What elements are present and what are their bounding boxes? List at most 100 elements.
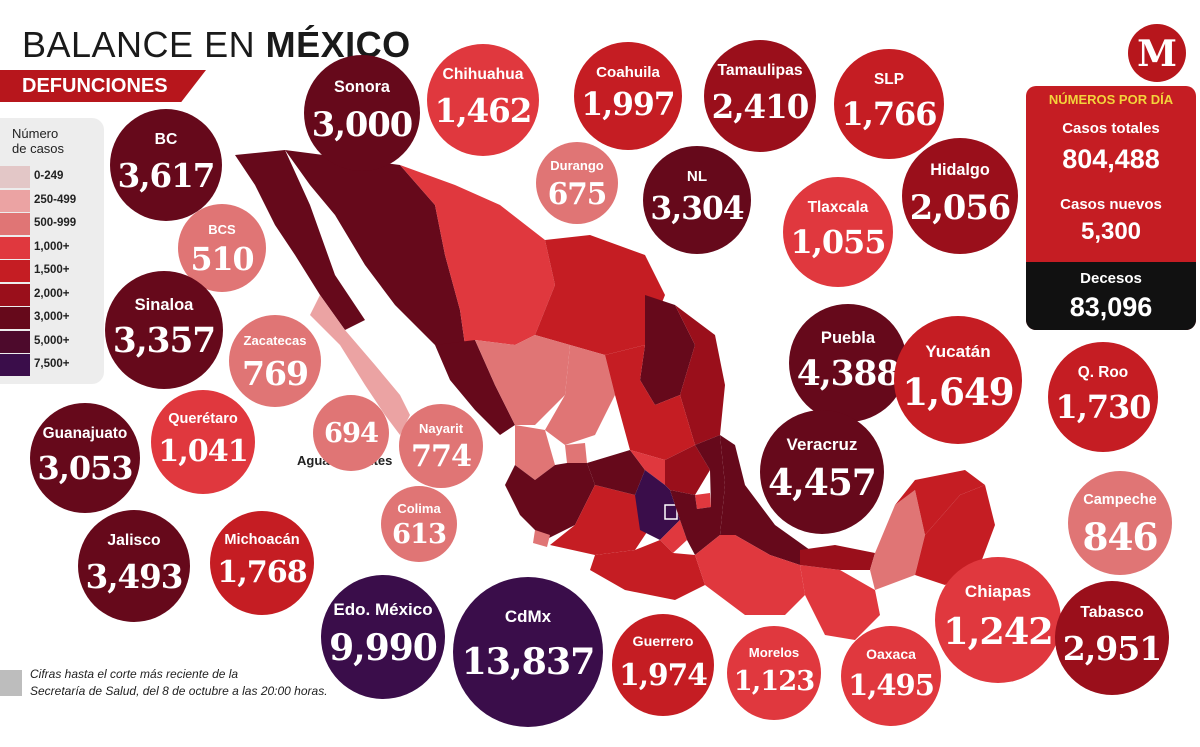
state-value: 2,951 — [1062, 628, 1163, 668]
state-name: Nayarit — [418, 420, 464, 436]
map-state-sinaloa — [435, 340, 515, 435]
state-name: Chihuahua — [442, 66, 524, 84]
map-state-cdmx — [664, 504, 678, 520]
map-state-coahuila — [535, 235, 665, 355]
state-value: 846 — [1082, 514, 1158, 559]
legend-item: 3,000+ — [0, 307, 104, 329]
state-name: Puebla — [820, 327, 876, 347]
state-name: Sonora — [334, 78, 390, 97]
state-value: 1,730 — [1055, 388, 1152, 427]
milenio-logo: M — [1128, 24, 1186, 82]
state-bubble: Chiapas 1,242 — [935, 557, 1061, 683]
map-state-michoacan — [550, 485, 655, 555]
state-bubble: Hidalgo 2,056 — [902, 138, 1018, 254]
state-name: Durango — [550, 158, 604, 174]
new-cases-value: 5,300 — [1080, 218, 1142, 245]
legend-label: 5,000+ — [34, 334, 70, 347]
state-bubble: Jalisco 3,493 — [78, 510, 190, 622]
footnote: Cifras hasta el corte más reciente de la… — [30, 666, 328, 700]
deaths-panel: Decesos 83,096 — [1026, 262, 1196, 330]
deaths-label: Decesos — [1080, 270, 1142, 287]
map-state-colima — [533, 530, 550, 547]
legend-swatch — [0, 236, 30, 259]
legend-label: 0-249 — [34, 170, 64, 182]
legend-label: 7,500+ — [34, 358, 70, 370]
map-state-guanajuato — [587, 450, 645, 495]
legend-swatch — [0, 189, 30, 212]
legend-item: 2,000+ — [0, 283, 104, 306]
state-bubble: Nayarit 774 — [399, 404, 483, 488]
state-name: CdMx — [504, 607, 552, 626]
legend-item: 250-499 — [0, 189, 104, 212]
state-name: Colima — [397, 501, 441, 517]
state-value: 4,457 — [768, 462, 877, 505]
state-name: Oaxaca — [866, 646, 916, 662]
map-state-slp — [605, 345, 695, 460]
legend-label: 1,500+ — [34, 264, 70, 276]
state-name: BCS — [208, 221, 236, 237]
state-value: 613 — [391, 517, 447, 550]
legend-label: 1,000+ — [34, 240, 70, 253]
state-value: 3,304 — [650, 191, 744, 228]
state-bubble: Morelos 1,123 — [727, 626, 821, 720]
state-name: Edo. México — [333, 599, 433, 619]
state-name: Campeche — [1083, 491, 1157, 508]
map-state-tamaulipas — [675, 305, 725, 445]
state-value: 1,495 — [848, 668, 935, 702]
daily-stats-box: NÚMEROS POR DÍA Casos totales 804,488 Ca… — [1026, 86, 1196, 330]
legend-label: 2,000+ — [34, 287, 70, 300]
state-value: 3,493 — [85, 557, 184, 597]
state-value: 1,055 — [790, 223, 887, 262]
state-name: Zacatecas — [243, 333, 307, 349]
state-bubble: Puebla 4,388 — [789, 304, 907, 422]
legend-swatch — [0, 213, 30, 235]
map-state-tlaxcala — [695, 493, 711, 509]
state-value: 1,768 — [217, 554, 308, 590]
footnote-line2: Secretaría de Salud, del 8 de octubre a … — [30, 684, 328, 698]
state-bubble: Tamaulipas 2,410 — [704, 40, 816, 152]
map-state-zacatecas — [545, 345, 615, 445]
state-name: Hidalgo — [930, 161, 990, 180]
map-state-guerrero — [590, 540, 705, 600]
map-state-edomex — [635, 470, 680, 540]
legend-item: 0-249 — [0, 166, 104, 188]
map-state-chiapas — [800, 565, 880, 640]
state-bubble: BC 3,617 — [110, 109, 222, 221]
state-value: 4,388 — [796, 353, 900, 394]
legend-label: 3,000+ — [34, 311, 70, 323]
map-state-queretaro — [630, 450, 665, 485]
legend-item: 7,500+ — [0, 354, 104, 376]
map-state-morelos — [660, 520, 687, 553]
state-name: Jalisco — [107, 532, 161, 550]
map-state-bcs — [310, 295, 410, 435]
state-value: 675 — [547, 176, 608, 212]
state-bubble: Zacatecas 769 — [229, 315, 321, 407]
state-value: 3,617 — [117, 156, 216, 196]
new-cases-label: Casos nuevos — [1060, 196, 1162, 213]
legend-item: 500-999 — [0, 213, 104, 235]
legend-label: 500-999 — [34, 217, 77, 229]
legend-label: 250-499 — [34, 193, 77, 206]
subtitle-banner: DEFUNCIONES — [0, 70, 206, 102]
state-value: 1,649 — [902, 369, 1014, 414]
state-bubble: Michoacán 1,768 — [210, 511, 314, 615]
state-value: 1,123 — [733, 665, 815, 698]
map-state-yucatan — [895, 470, 985, 535]
state-bubble: Yucatán 1,649 — [894, 316, 1022, 444]
logo-letter: M — [1137, 33, 1177, 75]
state-value: 9,990 — [329, 627, 438, 670]
map-state-oaxaca — [695, 535, 805, 615]
state-name: NL — [686, 167, 708, 185]
note-marker — [0, 670, 22, 696]
state-value: 2,410 — [711, 87, 810, 127]
state-value: 3,053 — [37, 449, 134, 488]
legend-swatch — [0, 283, 30, 306]
state-name: Q. Roo — [1077, 364, 1129, 381]
state-bubble: Q. Roo 1,730 — [1048, 342, 1158, 452]
map-state-tabasco — [800, 545, 875, 570]
map-state-veracruz — [720, 435, 810, 565]
state-name: Yucatán — [925, 341, 991, 361]
map-state-sonora — [285, 150, 465, 345]
map-state-hidalgo — [665, 445, 710, 495]
state-value: 774 — [410, 439, 472, 475]
